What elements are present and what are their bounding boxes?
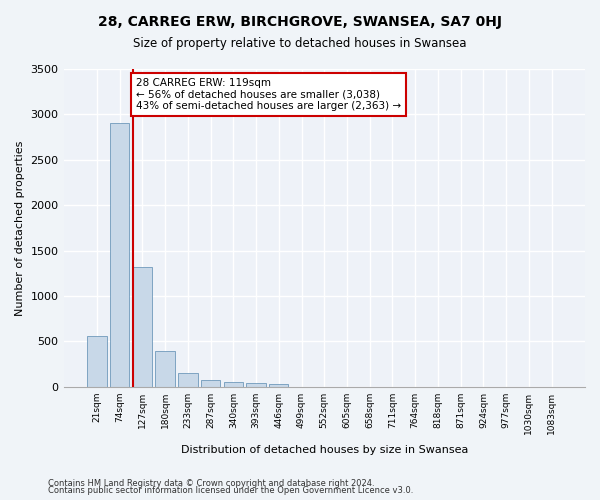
Bar [224, 382, 243, 387]
Bar [269, 384, 289, 387]
Bar [87, 336, 107, 387]
Text: 28 CARREG ERW: 119sqm
← 56% of detached houses are smaller (3,038)
43% of semi-d: 28 CARREG ERW: 119sqm ← 56% of detached … [136, 78, 401, 112]
X-axis label: Distribution of detached houses by size in Swansea: Distribution of detached houses by size … [181, 445, 468, 455]
Bar [201, 380, 220, 387]
Text: Contains public sector information licensed under the Open Government Licence v3: Contains public sector information licen… [48, 486, 413, 495]
Y-axis label: Number of detached properties: Number of detached properties [15, 140, 25, 316]
Text: 28, CARREG ERW, BIRCHGROVE, SWANSEA, SA7 0HJ: 28, CARREG ERW, BIRCHGROVE, SWANSEA, SA7… [98, 15, 502, 29]
Bar [110, 124, 130, 387]
Text: Size of property relative to detached houses in Swansea: Size of property relative to detached ho… [133, 38, 467, 51]
Bar [178, 374, 197, 387]
Bar [133, 267, 152, 387]
Bar [155, 352, 175, 387]
Bar [247, 383, 266, 387]
Text: Contains HM Land Registry data © Crown copyright and database right 2024.: Contains HM Land Registry data © Crown c… [48, 478, 374, 488]
